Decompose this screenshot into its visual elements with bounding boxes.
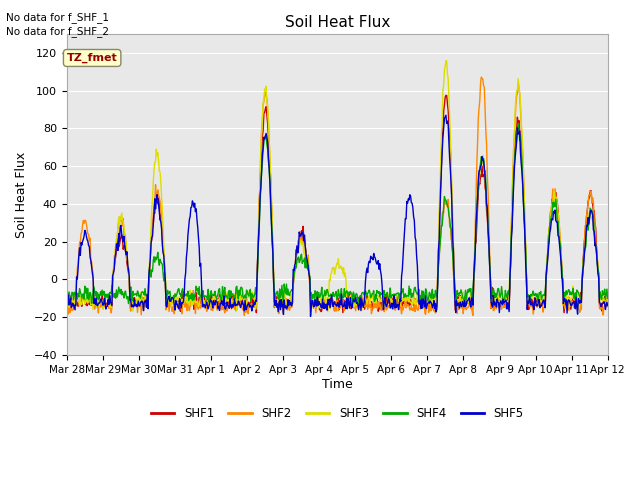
SHF3	[129, 300, 136, 306]
Y-axis label: Soil Heat Flux: Soil Heat Flux	[15, 151, 28, 238]
SHF3	[73, 291, 81, 297]
SHF2	[183, 308, 191, 313]
SHF5	[129, 302, 136, 308]
SHF1	[73, 300, 81, 306]
SHF3	[604, 303, 612, 309]
SHF3	[442, 58, 450, 63]
SHF3	[63, 290, 70, 296]
SHF2	[419, 304, 426, 310]
SHF4	[73, 290, 81, 296]
Legend: SHF1, SHF2, SHF3, SHF4, SHF5: SHF1, SHF2, SHF3, SHF4, SHF5	[146, 403, 529, 425]
SHF1	[420, 301, 428, 307]
SHF3	[404, 296, 412, 302]
SHF5	[212, 298, 220, 303]
Line: SHF2: SHF2	[67, 77, 608, 315]
SHF1	[404, 302, 412, 308]
Text: No data for f_SHF_2: No data for f_SHF_2	[6, 26, 109, 37]
SHF4	[420, 288, 428, 294]
SHF5	[442, 112, 450, 118]
SHF5	[183, 247, 191, 252]
SHF4	[129, 298, 136, 303]
SHF3	[183, 300, 191, 306]
SHF4	[404, 293, 412, 299]
X-axis label: Time: Time	[322, 377, 353, 391]
SHF5	[604, 303, 612, 309]
SHF5	[73, 274, 81, 280]
SHF3	[420, 296, 428, 302]
Line: SHF3: SHF3	[67, 60, 608, 312]
SHF5	[63, 300, 70, 305]
SHF1	[63, 293, 70, 299]
SHF1	[212, 296, 220, 302]
SHF2	[129, 299, 136, 304]
Line: SHF1: SHF1	[67, 96, 608, 312]
Title: Soil Heat Flux: Soil Heat Flux	[285, 15, 390, 30]
SHF4	[515, 120, 522, 126]
SHF4	[183, 293, 191, 299]
SHF3	[324, 309, 332, 314]
SHF2	[403, 304, 411, 310]
SHF2	[477, 74, 485, 80]
SHF1	[129, 298, 136, 303]
Line: SHF5: SHF5	[67, 115, 608, 316]
SHF4	[604, 296, 612, 301]
SHF5	[307, 313, 314, 319]
SHF5	[404, 200, 412, 206]
SHF2	[63, 305, 70, 311]
SHF2	[469, 312, 477, 318]
SHF4	[63, 291, 70, 297]
SHF3	[212, 298, 220, 303]
SHF5	[420, 296, 428, 302]
SHF1	[183, 301, 191, 307]
SHF2	[212, 299, 220, 305]
Line: SHF4: SHF4	[67, 123, 608, 304]
SHF4	[354, 301, 362, 307]
SHF1	[442, 93, 450, 98]
SHF1	[604, 300, 612, 306]
SHF4	[212, 293, 220, 299]
Text: No data for f_SHF_1: No data for f_SHF_1	[6, 12, 109, 23]
SHF1	[253, 310, 260, 315]
SHF2	[73, 280, 81, 286]
SHF2	[604, 303, 612, 309]
Text: TZ_fmet: TZ_fmet	[67, 53, 118, 63]
